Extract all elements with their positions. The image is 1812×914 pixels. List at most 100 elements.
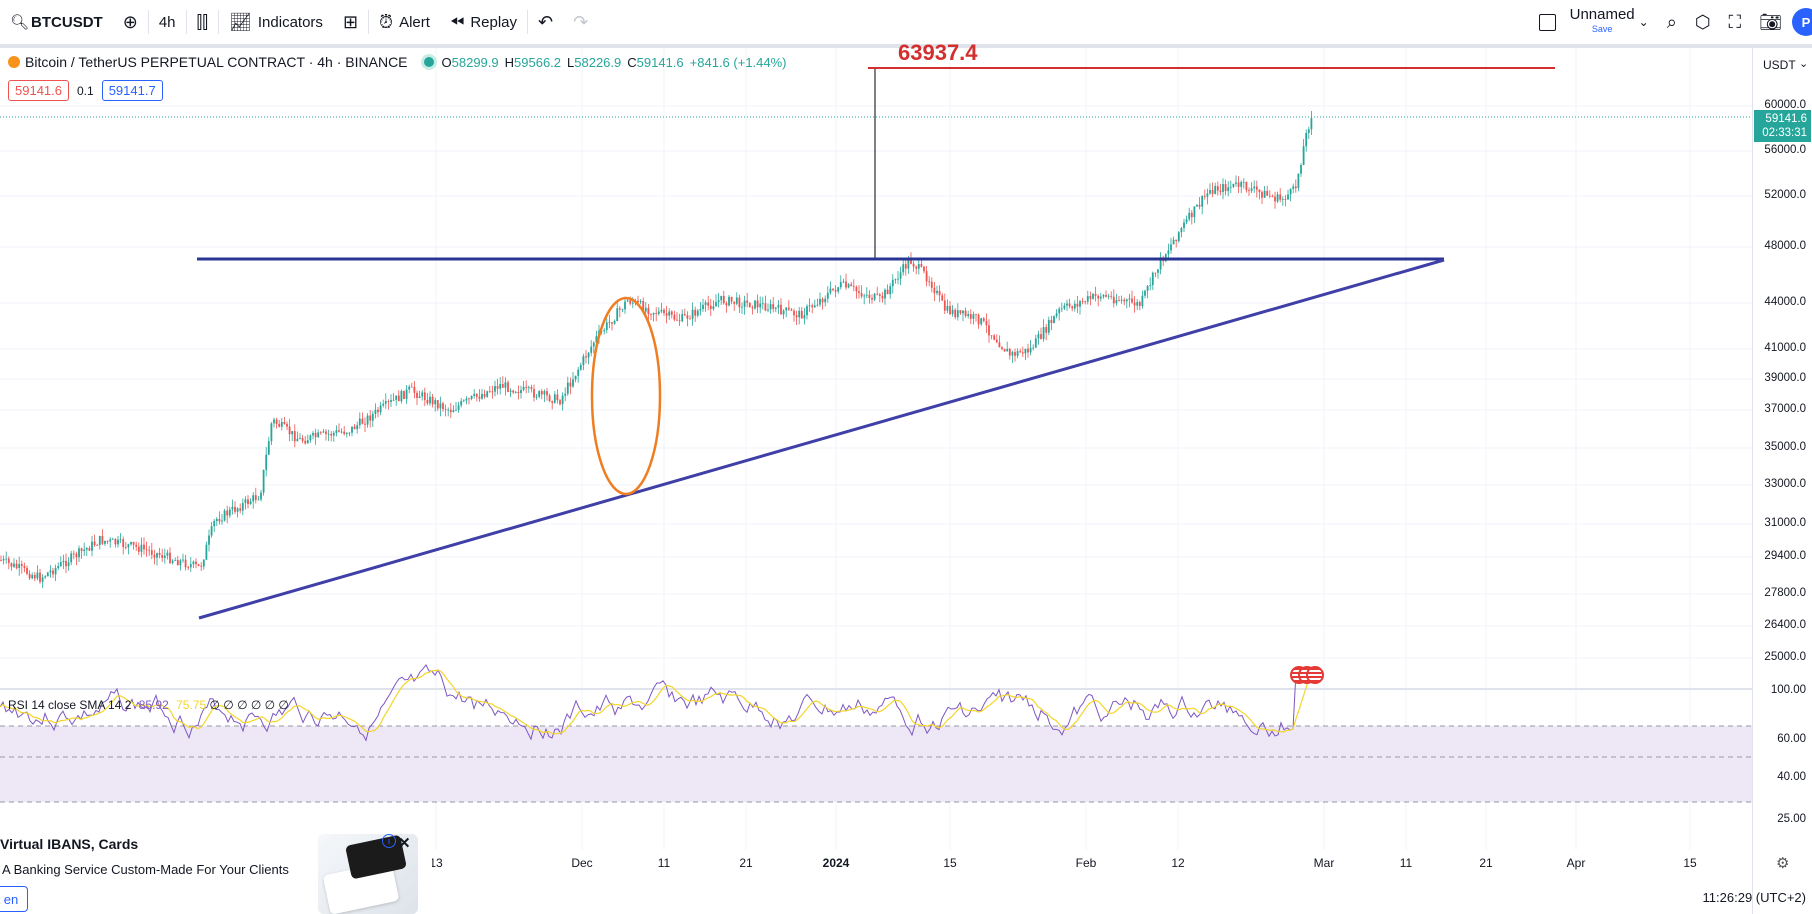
candle-body bbox=[223, 510, 226, 521]
info-icon[interactable]: i bbox=[382, 834, 396, 848]
currency-selector[interactable]: USDT bbox=[1763, 58, 1796, 72]
candle-body bbox=[33, 574, 36, 579]
interval-button[interactable]: 4h bbox=[158, 13, 176, 31]
candle-body bbox=[1042, 327, 1045, 339]
candle-body bbox=[137, 546, 140, 552]
fullscreen-icon[interactable]: ⛶ bbox=[1728, 11, 1742, 32]
chevron-down-icon[interactable]: ⌄ bbox=[1638, 15, 1649, 29]
layout-name: Unnamed bbox=[1569, 6, 1635, 23]
candle-body bbox=[907, 259, 910, 269]
rsi-line bbox=[0, 663, 1311, 742]
chevron-down-icon[interactable]: ⌄ bbox=[1799, 58, 1809, 70]
economic-events[interactable] bbox=[1290, 666, 1324, 684]
candle-body bbox=[429, 396, 431, 404]
close-icon[interactable]: ✕ bbox=[398, 835, 411, 852]
compare-button[interactable]: ⊕ bbox=[113, 2, 148, 42]
settings-icon[interactable]: ⚙︎ bbox=[1776, 855, 1790, 872]
market-status-icon[interactable] bbox=[423, 57, 434, 67]
candle-body bbox=[335, 430, 338, 433]
candle-body bbox=[1102, 295, 1105, 297]
candle-body bbox=[249, 501, 252, 505]
candle-body bbox=[39, 572, 41, 582]
indicators-button[interactable]: 📈︎ Indicators bbox=[219, 2, 333, 42]
candle-body bbox=[85, 548, 88, 550]
candle-body bbox=[826, 292, 829, 299]
settings-icon[interactable]: ⬡ bbox=[1694, 11, 1711, 32]
candle-body bbox=[899, 272, 902, 279]
time-tick-label: 21 bbox=[739, 856, 753, 870]
candle-body bbox=[806, 306, 808, 316]
candle-body bbox=[980, 318, 983, 325]
price-tick-label: 31000.0 bbox=[1764, 517, 1806, 529]
candle-body bbox=[863, 295, 866, 297]
replay-button[interactable]: ⏪︎ Replay bbox=[440, 2, 527, 42]
ad-open-button[interactable]: en bbox=[0, 886, 28, 912]
user-avatar[interactable]: P bbox=[1792, 8, 1812, 36]
camera-icon[interactable]: 📷︎ bbox=[1759, 11, 1782, 32]
candle-body bbox=[278, 423, 281, 427]
candle-body bbox=[962, 310, 964, 314]
candle-body bbox=[1255, 186, 1258, 190]
candle-body bbox=[699, 309, 702, 311]
buy-button[interactable]: 59141.7 bbox=[101, 80, 163, 101]
symbol-search[interactable]: 🔍︎ BTCUSDT bbox=[0, 2, 113, 42]
candle-body bbox=[54, 568, 57, 575]
candle-body bbox=[400, 390, 403, 402]
candle-body bbox=[221, 520, 223, 522]
quick-search-icon[interactable]: ⌕ bbox=[1666, 11, 1677, 32]
candle-body bbox=[210, 526, 213, 536]
candle-body bbox=[390, 400, 392, 402]
candle-body bbox=[52, 570, 54, 575]
divider bbox=[527, 10, 529, 34]
candle-body bbox=[431, 396, 434, 405]
alert-button[interactable]: ⏰︎ Alert bbox=[369, 2, 440, 42]
chart-type-button[interactable]: ⫿⫿ bbox=[187, 2, 219, 42]
candle-body bbox=[691, 309, 694, 319]
candle-body bbox=[1016, 351, 1019, 356]
time-axis[interactable]: 13 Dec 11 21 2024 15 Feb 12 Mar 11 21 Apr 15 bbox=[0, 850, 1752, 876]
alert-label: Alert bbox=[399, 13, 430, 31]
candle-body bbox=[439, 403, 442, 409]
candle-body bbox=[790, 309, 793, 311]
candle-body bbox=[938, 290, 941, 296]
candle-body bbox=[1060, 308, 1063, 310]
ad-banner[interactable]: Virtual IBANS, Cards A Banking Service C… bbox=[0, 820, 432, 914]
clock[interactable]: 11:26:29 (UTC+2) bbox=[1702, 890, 1806, 905]
candle-body bbox=[1138, 302, 1141, 306]
layout-name-button[interactable]: Unnamed Save bbox=[1569, 6, 1635, 36]
target-price-label[interactable]: 63937.4 bbox=[898, 40, 978, 65]
us-flag-icon[interactable] bbox=[1306, 666, 1324, 684]
candle-body bbox=[1224, 184, 1227, 192]
chart-canvas[interactable] bbox=[0, 48, 1752, 850]
select-checkbox[interactable] bbox=[1538, 13, 1556, 31]
rsi-sma-line bbox=[0, 669, 1312, 735]
candle-body bbox=[314, 432, 317, 438]
candle-body bbox=[871, 298, 873, 300]
candle-body bbox=[517, 391, 520, 394]
candle-body bbox=[582, 356, 585, 366]
redo-button[interactable]: ↷ bbox=[563, 2, 598, 42]
rsi-sma-value: 75.75 bbox=[176, 698, 207, 712]
templates-button[interactable]: ⊞ bbox=[333, 2, 368, 42]
rsi-legend[interactable]: RSI 14 close SMA 14 2 85.92 75.75 ∅ ∅ ∅ … bbox=[8, 698, 289, 712]
candle-body bbox=[585, 356, 587, 358]
candle-body bbox=[236, 508, 239, 512]
rsi-group bbox=[0, 663, 1312, 742]
add-circle-icon: ⊕ bbox=[122, 11, 138, 32]
candle-body bbox=[759, 303, 762, 308]
candle-body bbox=[260, 492, 262, 500]
candle-body bbox=[587, 352, 590, 358]
candle-body bbox=[982, 318, 985, 321]
candle-body bbox=[72, 553, 75, 555]
undo-button[interactable]: ↶ bbox=[528, 2, 563, 42]
candle-body bbox=[925, 271, 928, 282]
trade-buttons: 59141.6 0.1 59141.7 bbox=[8, 80, 163, 101]
price-scale[interactable]: USDT ⌄ 60000.0 56000.0 52000.0 48000.0 44000… bbox=[1752, 48, 1812, 914]
sell-button[interactable]: 59141.6 bbox=[8, 80, 69, 101]
rsi-band bbox=[0, 726, 1752, 802]
candle-body bbox=[213, 521, 216, 527]
candle-body bbox=[2, 559, 5, 561]
candle-body bbox=[631, 302, 634, 304]
time-tick-label: Feb bbox=[1075, 856, 1097, 870]
legend-title[interactable]: Bitcoin / TetherUS PERPETUAL CONTRACT · … bbox=[25, 54, 408, 70]
